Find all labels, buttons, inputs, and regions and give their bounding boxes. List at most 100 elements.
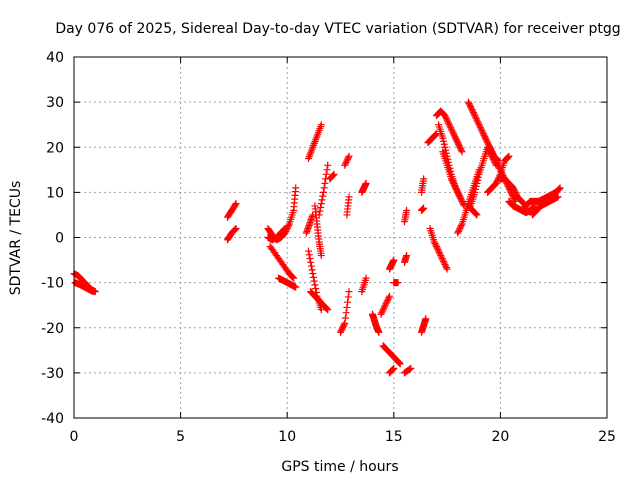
- data-point-interp: [486, 145, 494, 153]
- data-point-interp: [489, 151, 497, 159]
- data-point-interp: [504, 154, 512, 162]
- data-point: [454, 139, 462, 147]
- data-point: [377, 310, 385, 318]
- series-arc-i3: [418, 175, 428, 196]
- data-point-interp: [436, 250, 444, 258]
- data-point-interp: [319, 192, 327, 200]
- data-point: [469, 107, 477, 115]
- data-point-interp: [456, 143, 464, 151]
- data-point: [305, 247, 313, 255]
- y-tick-label: 30: [46, 95, 64, 111]
- data-point-interp: [437, 253, 445, 261]
- x-tick-label: 20: [491, 429, 509, 445]
- series-arc-a2: [71, 279, 97, 296]
- data-point: [420, 204, 428, 212]
- data-point-interp: [510, 185, 518, 193]
- data-point-interp: [344, 155, 352, 163]
- y-axis-label: SDTVAR / TECUs: [8, 181, 24, 296]
- y-tick-label: 20: [46, 140, 64, 156]
- data-point-interp: [451, 182, 459, 190]
- series-arc-g5: [386, 256, 398, 273]
- data-point: [290, 274, 298, 282]
- data-point-interp: [289, 273, 297, 281]
- series-arc-c2: [264, 224, 289, 244]
- series-arc-g1: [368, 310, 383, 336]
- data-point-interp: [457, 223, 465, 231]
- data-point-interp: [339, 322, 347, 330]
- data-point: [317, 252, 325, 260]
- data-point-interp: [483, 137, 491, 145]
- data-point-interp: [475, 121, 483, 129]
- data-point-interp: [288, 273, 296, 281]
- data-point: [390, 256, 398, 264]
- data-point-interp: [445, 119, 453, 127]
- series-arc-d7: [326, 170, 338, 183]
- data-point: [396, 360, 404, 368]
- series-arc-d4: [307, 288, 332, 314]
- data-point: [439, 134, 447, 142]
- series-arc-g4: [386, 364, 398, 377]
- data-point-interp: [310, 277, 318, 285]
- data-point: [345, 152, 353, 160]
- y-tick-label: 10: [46, 185, 64, 201]
- data-point-interp: [497, 167, 505, 175]
- data-point: [232, 224, 240, 232]
- data-point-interp: [329, 172, 337, 180]
- plot-frame: [73, 56, 608, 419]
- data-point-interp: [395, 359, 403, 367]
- data-point-interp: [442, 115, 450, 123]
- data-point-interp: [343, 303, 351, 311]
- data-point-interp: [457, 196, 465, 204]
- data-point: [319, 188, 327, 196]
- data-point-interp: [459, 200, 467, 208]
- data-point-interp: [444, 118, 452, 126]
- data-point-interp: [448, 127, 456, 135]
- data-point-interp: [311, 281, 319, 289]
- data-point-interp: [432, 243, 440, 251]
- data-point-interp: [458, 197, 466, 205]
- data-point-interp: [467, 104, 475, 112]
- data-point-interp: [338, 325, 346, 333]
- data-point-interp: [511, 187, 519, 195]
- data-point: [490, 152, 498, 160]
- data-point-interp: [452, 185, 460, 193]
- data-point: [420, 175, 428, 183]
- x-tick-label: 10: [278, 429, 296, 445]
- series-arc-b2: [224, 224, 240, 244]
- data-point-interp: [431, 131, 439, 139]
- data-point: [324, 161, 332, 169]
- data-point-interp: [511, 188, 519, 196]
- data-point: [449, 130, 457, 138]
- data-point-interp: [472, 182, 480, 190]
- data-point-interp: [280, 226, 288, 234]
- data-point: [330, 170, 338, 178]
- data-point: [375, 328, 383, 336]
- data-point: [345, 193, 353, 201]
- x-tick-label: 25: [598, 429, 616, 445]
- x-tick-label: 0: [70, 429, 79, 445]
- data-point-interp: [492, 157, 500, 165]
- series-arc-h1: [400, 206, 411, 226]
- data-point-interp: [453, 137, 461, 145]
- data-point-interp: [448, 176, 456, 184]
- data-point: [362, 179, 370, 187]
- data-point-interp: [476, 122, 484, 130]
- data-point-interp: [322, 170, 330, 178]
- data-point-interp: [512, 190, 520, 198]
- data-point-interp: [480, 131, 488, 139]
- data-point-interp: [307, 262, 315, 270]
- data-point-interp: [380, 304, 388, 312]
- data-point: [481, 134, 489, 142]
- data-point-interp: [472, 185, 480, 193]
- data-point: [456, 193, 464, 201]
- data-point: [494, 161, 502, 169]
- data-point-interp: [495, 163, 503, 171]
- data-point-interp: [388, 366, 396, 374]
- data-point: [89, 288, 97, 296]
- data-point: [454, 229, 462, 237]
- y-tick-label: -30: [41, 366, 64, 382]
- series-arc-f1: [358, 179, 370, 196]
- data-point-interp: [305, 251, 313, 259]
